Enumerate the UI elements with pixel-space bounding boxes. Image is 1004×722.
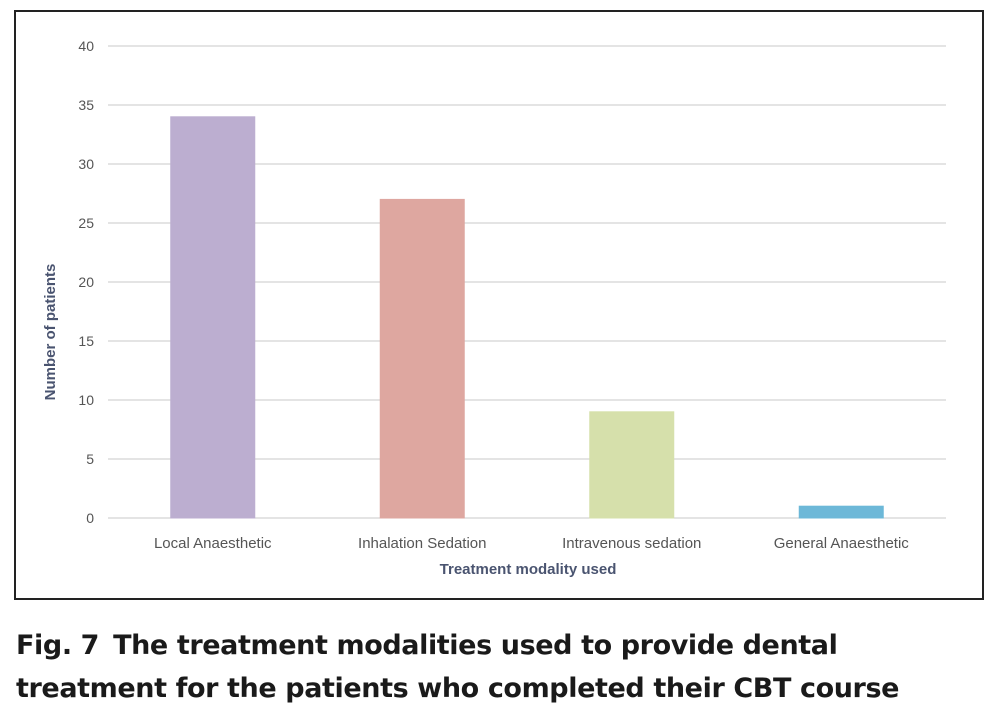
y-tick-label-35: 35 (78, 97, 94, 113)
y-tick-label-20: 20 (78, 274, 94, 290)
y-tick-label-10: 10 (78, 392, 94, 408)
bar-2 (589, 411, 675, 519)
x-tick-label-0: Local Anaesthetic (154, 535, 272, 552)
y-tick-label-25: 25 (78, 215, 94, 231)
bar-3 (798, 505, 884, 519)
x-axis-title: Treatment modality used (440, 561, 617, 578)
y-tick-label-30: 30 (78, 156, 94, 172)
x-tick-label-1: Inhalation Sedation (358, 535, 486, 552)
y-tick-label-40: 40 (78, 38, 94, 54)
y-tick-label-15: 15 (78, 333, 94, 349)
y-axis-title: Number of patients (42, 264, 59, 401)
bar-0 (170, 116, 256, 519)
y-tick-label-5: 5 (86, 451, 94, 467)
figure-caption-text: The treatment modalities used to provide… (16, 630, 900, 704)
bar-chart: 0 5 10 15 20 25 30 35 40 Local Anaesthetic Inhalat… (42, 38, 946, 578)
x-tick-label-3: General Anaesthetic (774, 535, 910, 552)
figure-caption: Fig. 7 The treatment modalities used to p… (16, 624, 986, 710)
y-tick-label-0: 0 (86, 510, 94, 526)
x-tick-label-2: Intravenous sedation (562, 535, 701, 552)
chart-frame: 0 5 10 15 20 25 30 35 40 Local Anaesthetic Inhalat… (14, 10, 984, 600)
bar-1 (379, 198, 465, 519)
figure-label: Fig. 7 (16, 630, 100, 661)
